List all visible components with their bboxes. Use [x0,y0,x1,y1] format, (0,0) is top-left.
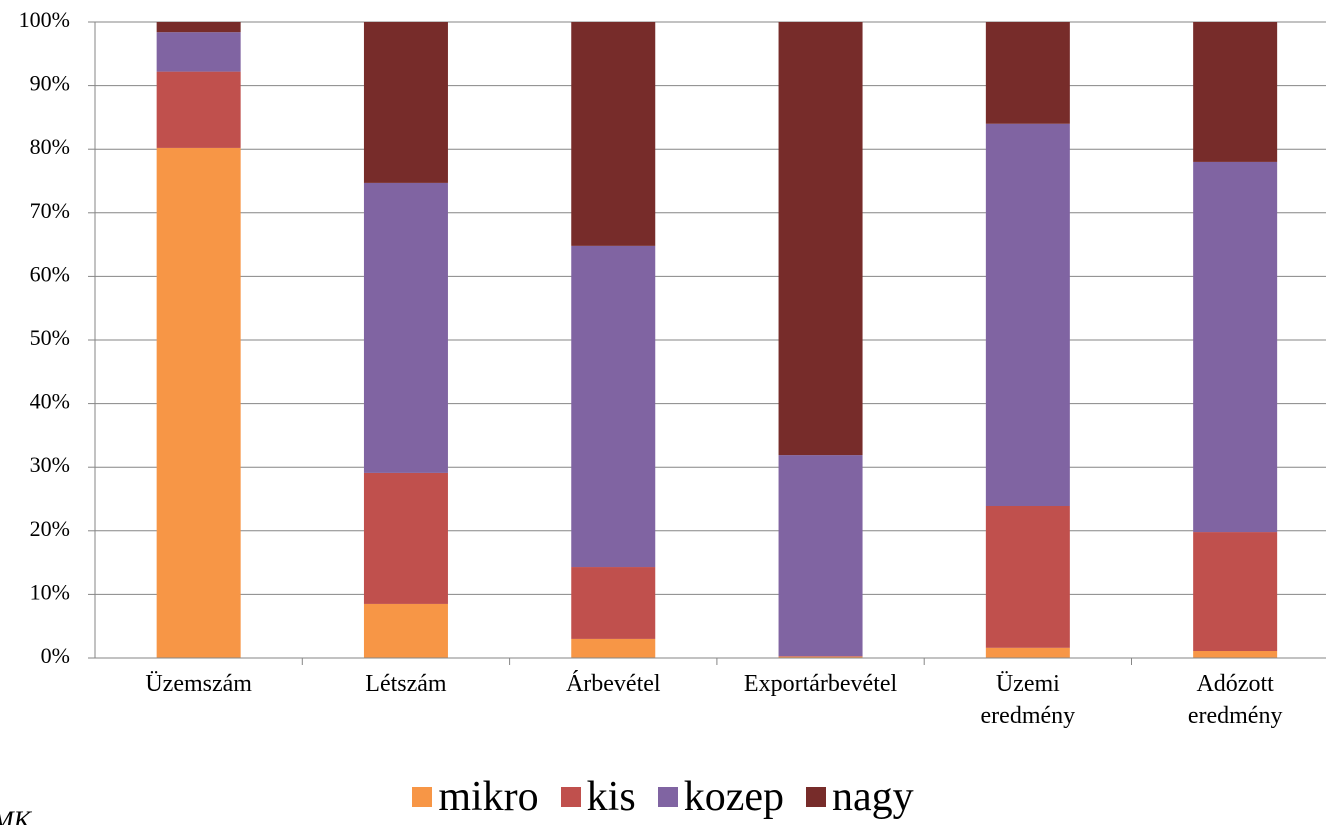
bar-segment [156,32,241,72]
legend-label: kis [586,774,636,820]
bar-segment [363,603,448,658]
legend-item: mikro [412,772,539,822]
bar-segment [156,22,241,33]
x-tick-label-box: Exportárbevétel [744,668,897,700]
y-tick-label: 70% [30,198,70,223]
x-tick-label-box: Üzemi eredmény [958,668,1098,732]
y-tick-label: 0% [41,643,70,668]
bar-segment [156,71,241,148]
bar-segment [571,245,656,568]
x-tick-label-box: Árbevétel [543,668,683,700]
bar-segment [1193,22,1278,162]
bar-segment [363,22,448,183]
y-tick-label: 10% [30,579,70,604]
y-tick-label: 80% [30,134,70,159]
bar-segment [985,505,1070,648]
bar-segment [985,123,1070,506]
bar-segment [363,472,448,604]
y-tick-label: 50% [30,325,70,350]
x-tick-label: Üzemi eredmény [980,671,1076,729]
bar-segment [778,656,863,658]
bar-segment [1193,651,1278,658]
bar-segment [1193,532,1278,652]
y-tick-label: 100% [19,7,70,32]
bar-segment [156,147,241,659]
bar-segment [985,22,1070,124]
legend-item: nagy [805,772,914,822]
y-tick-label: 20% [30,516,70,541]
bar-segment [778,455,863,657]
bar-segment [363,182,448,473]
y-tick-label: 40% [30,389,70,414]
y-tick-label: 30% [30,452,70,477]
legend-label: mikro [438,774,539,820]
x-tick-label: Adózott eredmény [1187,671,1283,729]
x-tick-label-box: Adózott eredmény [1165,668,1305,732]
bar-segment [1193,161,1278,533]
y-tick-label: 60% [30,261,70,286]
x-tick-label: Üzemszám [145,671,252,697]
bar-segment [571,22,656,246]
legend: mikro kis kozep nagy [0,772,1326,822]
legend-swatch [560,787,581,807]
legend-item: kozep [657,772,784,822]
x-tick-label-box: Üzemszám [129,668,269,700]
x-tick-label: Létszám [365,671,447,697]
legend-swatch [805,787,826,807]
x-tick-label: Exportárbevétel [743,671,898,697]
bar-segment [571,638,656,658]
y-tick-label: 90% [30,71,70,96]
legend-label: kozep [683,774,784,820]
legend-swatch [412,787,433,807]
bar-segment [778,22,863,456]
legend-label: nagy [831,774,914,820]
bar-segment [985,647,1070,658]
note: MK [0,806,31,825]
x-tick-label-box: Létszám [336,668,476,700]
legend-swatch [657,787,678,807]
legend-item: kis [560,772,636,822]
x-tick-label: Árbevétel [565,671,661,697]
bar-segment [778,656,863,657]
bar-segment [571,567,656,639]
